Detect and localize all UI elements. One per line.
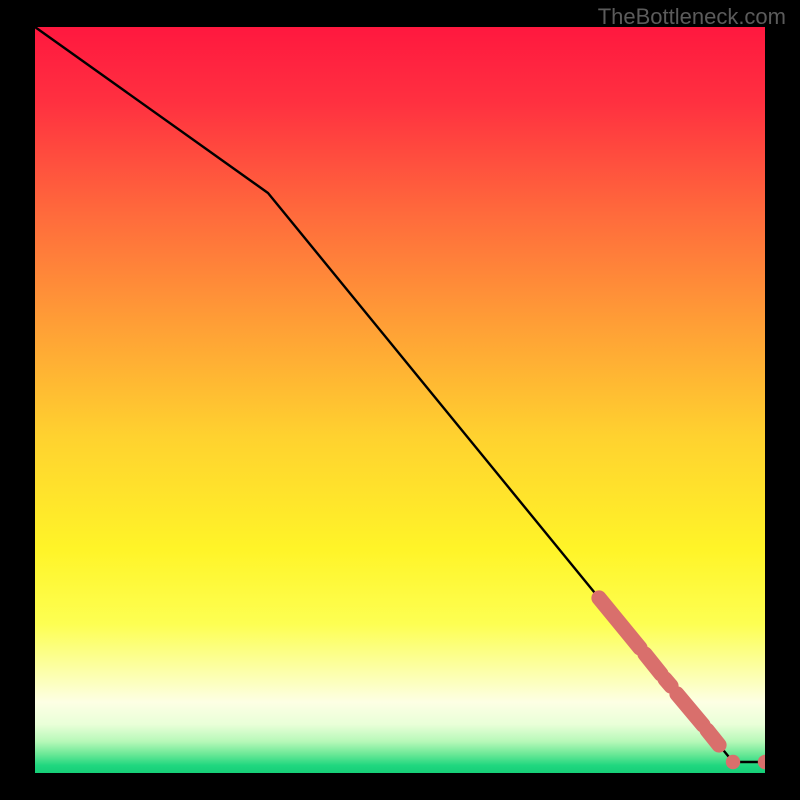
plot-area xyxy=(35,27,765,773)
marker-segment xyxy=(707,730,719,745)
marker-point xyxy=(726,755,740,769)
watermark-text: TheBottleneck.com xyxy=(598,4,786,30)
chart-frame: TheBottleneck.com xyxy=(0,0,800,800)
marker-segment xyxy=(665,679,671,686)
chart-svg xyxy=(35,27,765,773)
